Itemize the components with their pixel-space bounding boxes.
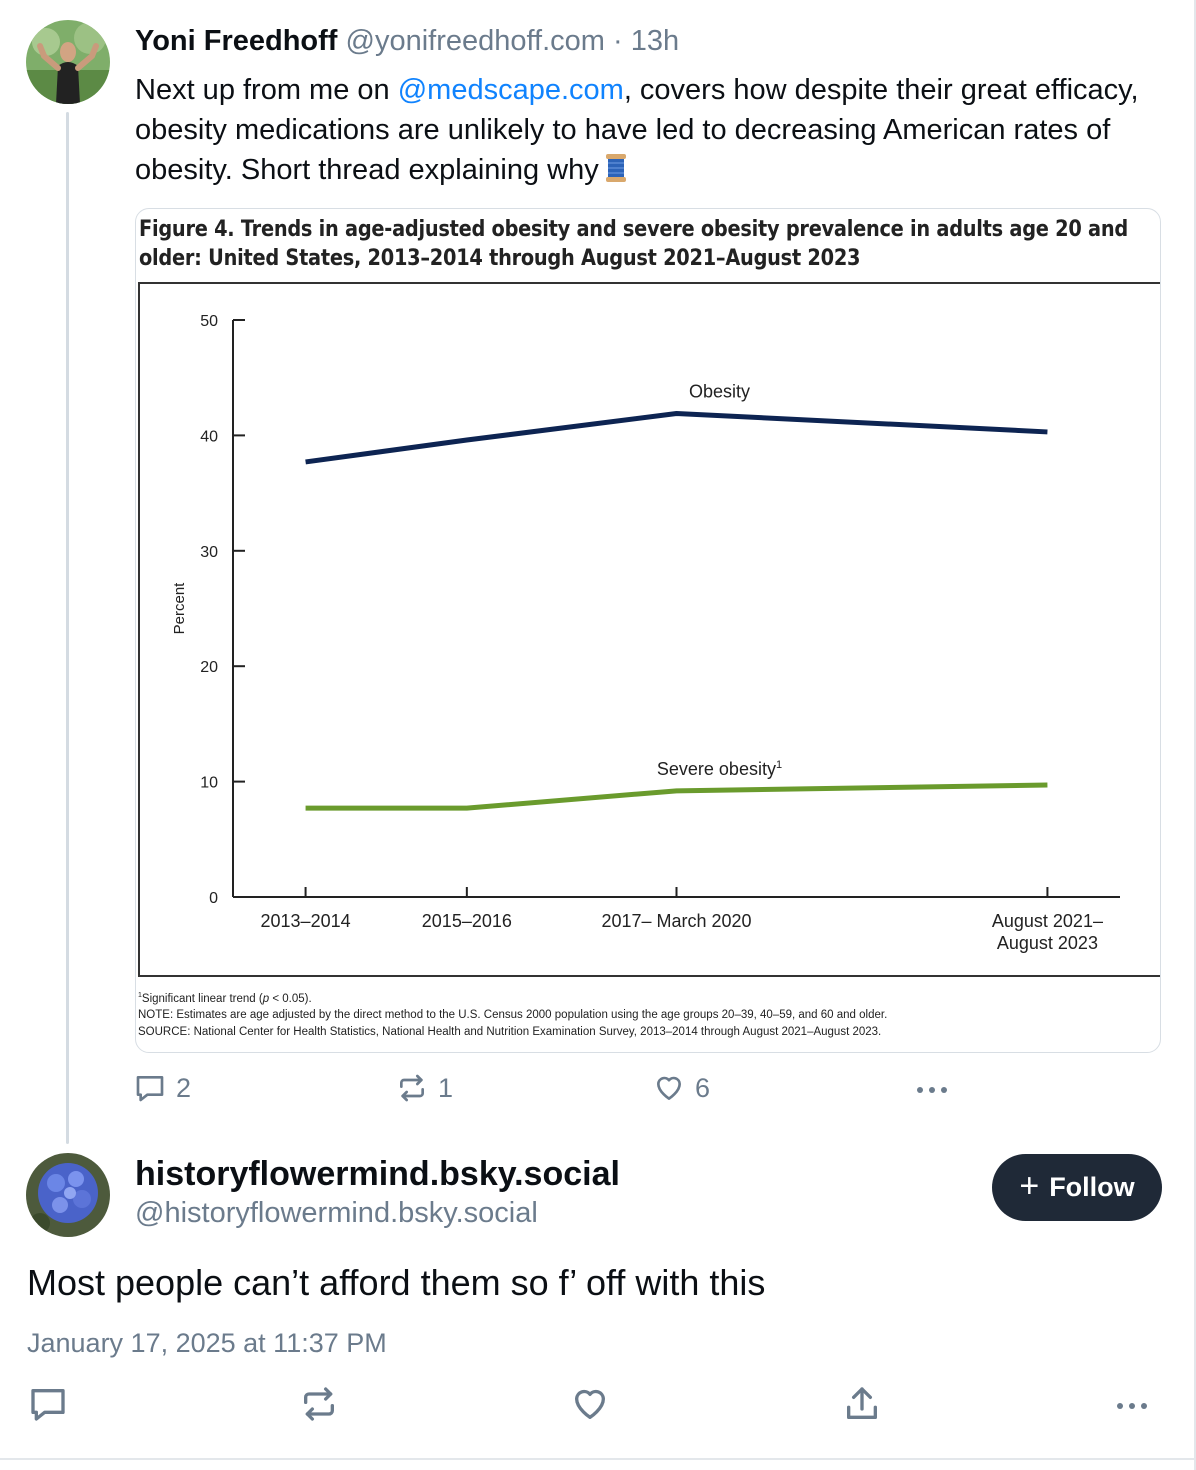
follow-button[interactable]: + Follow	[992, 1154, 1162, 1221]
y-axis-label: Percent	[171, 582, 188, 635]
spool-of-thread-icon	[605, 153, 627, 194]
like-button[interactable]: 6	[653, 1072, 710, 1104]
chart-frame: 0 10 20 30 40 50 Percent 2013–2014 2015–2016 2017…	[138, 282, 1160, 977]
heart-icon	[575, 1389, 605, 1419]
author-name[interactable]: Yoni Freedhoff	[135, 25, 338, 57]
mention-link[interactable]: @medscape.com	[397, 74, 624, 106]
post-text-after: , covers how despite their great efficac…	[135, 74, 1139, 186]
repost-count: 1	[438, 1072, 454, 1103]
reply-author-handle[interactable]: @historyflowermind.bsky.social	[135, 1197, 538, 1229]
x-tick-label: 2015–2016	[422, 911, 512, 931]
line-chart: 0 10 20 30 40 50 Percent 2013–2014 2015–2016 2017…	[171, 313, 1120, 953]
repost-icon	[400, 1074, 424, 1102]
figure-source: SOURCE: National Center for Health Stati…	[138, 1025, 882, 1038]
post-text-before: Next up from me on	[135, 74, 398, 106]
series-line	[305, 410, 1048, 465]
share-button[interactable]	[842, 1384, 882, 1429]
share-icon	[847, 1387, 877, 1419]
series-label: Obesity	[689, 381, 750, 401]
series-line	[305, 782, 1048, 811]
more-icon	[917, 1087, 947, 1093]
repost-button[interactable]: 1	[396, 1072, 453, 1104]
heart-icon	[657, 1076, 681, 1100]
reply-timestamp: January 17, 2025 at 11:37 PM	[27, 1328, 387, 1358]
reply-button[interactable]	[28, 1384, 68, 1429]
y-tick-label: 10	[200, 775, 218, 792]
reply-icon	[136, 1076, 164, 1102]
reply-count: 2	[176, 1072, 192, 1103]
figure-notes: 1Significant linear trend (p < 0.05). NO…	[138, 988, 887, 1040]
y-tick-label: 20	[200, 659, 218, 676]
post-text: Next up from me on @medscape.com, covers…	[135, 70, 1155, 194]
like-button[interactable]	[570, 1384, 610, 1429]
plus-icon: +	[1019, 1167, 1040, 1205]
more-options-button[interactable]	[914, 1072, 950, 1104]
reply-button[interactable]: 2	[134, 1072, 191, 1104]
x-tick-label: August 2021–	[992, 911, 1103, 931]
y-tick-label: 50	[200, 313, 218, 330]
y-tick-label: 40	[200, 428, 218, 445]
reply-author-name[interactable]: historyflowermind.bsky.social	[135, 1155, 620, 1193]
x-tick-label: 2013–2014	[261, 911, 351, 931]
reply-text: Most people can’t afford them so f’ off …	[27, 1262, 766, 1303]
post-image[interactable]: Figure 4. Trends in age-adjusted obesity…	[135, 208, 1161, 1053]
follow-label: Follow	[1049, 1172, 1135, 1202]
y-tick-label: 0	[209, 890, 218, 907]
figure-note: NOTE: Estimates are age adjusted by the …	[138, 1009, 888, 1022]
author-handle[interactable]: @yonifreedhoff.com	[345, 25, 605, 57]
separator-dot: ·	[613, 25, 623, 57]
repost-icon	[304, 1387, 334, 1421]
figure-note-trend: 1Significant linear trend (p < 0.05).	[138, 992, 312, 1005]
avatar[interactable]	[26, 20, 110, 104]
post-time[interactable]: 13h	[630, 25, 680, 57]
reply-actions	[0, 1384, 1196, 1434]
thread-line	[66, 112, 69, 1144]
like-count: 6	[695, 1072, 711, 1103]
more-icon	[1117, 1403, 1147, 1409]
avatar[interactable]	[26, 1153, 110, 1237]
series-label: Severe obesity1	[657, 759, 782, 779]
x-tick-label: 2017– March 2020	[601, 911, 751, 931]
y-tick-label: 30	[200, 544, 218, 561]
right-border	[1194, 0, 1196, 1470]
bottom-border	[0, 1458, 1196, 1460]
more-options-button[interactable]	[1112, 1384, 1152, 1429]
repost-button[interactable]	[299, 1384, 339, 1429]
reply-icon	[31, 1389, 65, 1421]
x-tick-label: August 2023	[997, 933, 1098, 953]
post-actions: 2 1 6	[0, 1070, 1196, 1114]
figure-title: Figure 4. Trends in age-adjusted obesity…	[139, 216, 1128, 271]
post-header: Yoni Freedhoff @yonifreedhoff.com · 13h	[135, 22, 679, 60]
